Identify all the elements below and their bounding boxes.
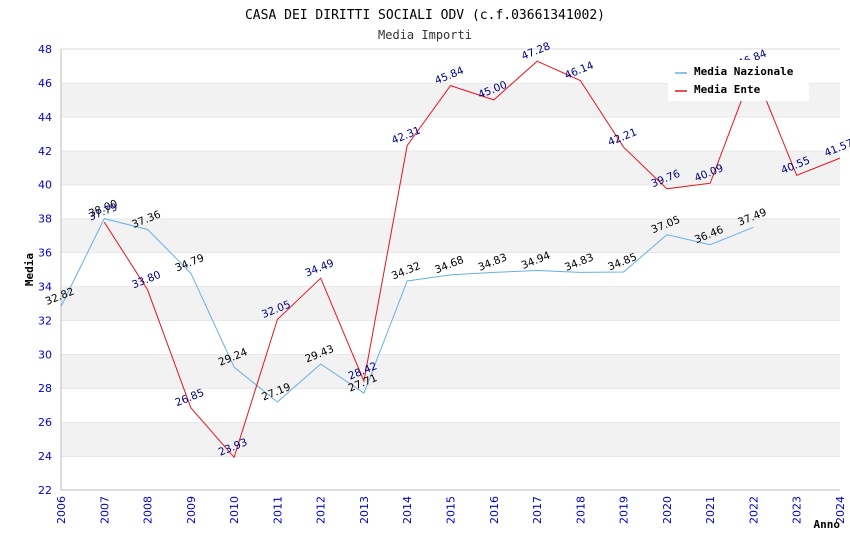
y-tick-label: 44 — [38, 111, 52, 124]
y-tick-label: 22 — [38, 484, 52, 497]
grid-band — [61, 252, 840, 287]
x-tick-label: 2006 — [55, 496, 68, 524]
x-tick-label: 2011 — [271, 496, 284, 524]
y-tick-label: 32 — [38, 314, 52, 327]
grid-band — [61, 184, 840, 219]
y-tick-label: 40 — [38, 179, 52, 192]
grid-band — [61, 150, 840, 185]
x-tick-label: 2024 — [834, 496, 847, 524]
y-tick-label: 28 — [38, 382, 52, 395]
grid-band — [61, 456, 840, 490]
x-tick-label: 2012 — [315, 496, 328, 524]
x-tick-label: 2015 — [445, 496, 458, 524]
x-tick-label: 2008 — [142, 496, 155, 524]
y-tick-label: 26 — [38, 416, 52, 429]
x-axis-label: Anno — [814, 518, 841, 531]
x-tick-label: 2021 — [704, 496, 717, 524]
x-tick-label: 2007 — [98, 496, 111, 524]
grid-band — [61, 286, 840, 321]
legend: Media Nazionale Media Ente — [668, 60, 809, 101]
x-tick-labels: 2006 2007 2008 2009 2010 2011 2012 2013 2014 2015… — [55, 496, 847, 524]
chart-title: CASA DEI DIRITTI SOCIALI ODV (c.f.036613… — [245, 8, 605, 23]
grid-band — [61, 116, 840, 151]
axes — [60, 49, 840, 491]
x-tick-label: 2010 — [228, 496, 241, 524]
x-tick-label: 2020 — [661, 496, 674, 524]
y-tick-label: 42 — [38, 145, 52, 158]
grid-band — [61, 388, 840, 423]
legend-label-ente: Media Ente — [694, 83, 761, 96]
y-tick-label: 24 — [38, 450, 52, 463]
y-tick-label: 48 — [38, 43, 52, 56]
x-tick-label: 2017 — [531, 496, 544, 524]
x-tick-label: 2013 — [358, 496, 371, 524]
series-line-ente — [103, 60, 841, 459]
x-tick-label: 2014 — [401, 496, 414, 524]
series-line-nazionale — [60, 218, 754, 403]
grid-band — [61, 354, 840, 389]
grid-band — [61, 422, 840, 457]
y-tick-labels: 22 24 26 28 30 32 34 36 38 40 42 44 46 48 — [38, 43, 52, 497]
grid-band — [61, 320, 840, 355]
y-tick-label: 34 — [38, 280, 52, 293]
y-axis-label: Media — [23, 253, 36, 286]
x-tick-label: 2018 — [574, 496, 587, 524]
x-tick-label: 2016 — [488, 496, 501, 524]
y-tick-label: 38 — [38, 213, 52, 226]
grid-band — [61, 218, 840, 253]
x-tick-label: 2009 — [185, 496, 198, 524]
series-lines — [60, 60, 841, 459]
x-tick-label: 2019 — [618, 496, 631, 524]
y-tick-label: 36 — [38, 247, 52, 260]
x-tick-label: 2023 — [791, 496, 804, 524]
y-tick-label: 46 — [38, 77, 52, 90]
y-tick-label: 30 — [38, 348, 52, 361]
legend-label-nazionale: Media Nazionale — [694, 65, 794, 78]
chart-subtitle: Media Importi — [378, 28, 472, 42]
legend-box — [668, 60, 809, 101]
x-tick-label: 2022 — [747, 496, 760, 524]
